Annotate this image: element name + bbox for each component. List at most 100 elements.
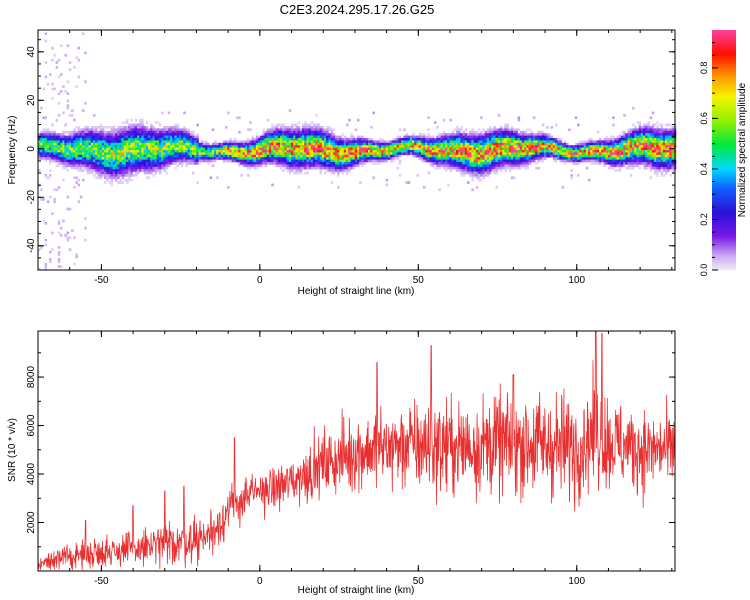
heatmap-cell bbox=[159, 166, 162, 170]
heatmap-cell bbox=[561, 142, 565, 146]
heatmap-cell bbox=[343, 164, 347, 168]
heatmap-cell bbox=[467, 145, 470, 148]
heatmap-cell bbox=[390, 142, 393, 146]
heatmap-cell bbox=[354, 147, 358, 151]
heatmap-cell bbox=[178, 154, 182, 158]
heatmap-cell bbox=[302, 135, 305, 139]
heatmap-cell bbox=[119, 174, 122, 177]
heatmap-cell bbox=[416, 147, 419, 151]
heatmap-cell bbox=[172, 126, 175, 129]
heatmap-cell bbox=[209, 150, 213, 153]
heatmap-cell bbox=[453, 154, 457, 158]
heatmap-cell bbox=[471, 138, 474, 141]
heatmap-cell bbox=[95, 157, 98, 160]
heatmap-cell bbox=[150, 157, 153, 160]
heatmap-cell bbox=[482, 152, 485, 156]
heatmap-cell bbox=[583, 154, 587, 158]
heatmap-cell bbox=[596, 140, 600, 144]
heatmap-cell bbox=[374, 154, 378, 158]
heatmap-cell bbox=[341, 162, 345, 165]
heatmap-cell bbox=[425, 140, 428, 144]
heatmap-cell bbox=[484, 162, 488, 165]
heatmap-cell bbox=[143, 164, 147, 168]
heatmap-cell bbox=[214, 154, 217, 158]
heatmap-cell bbox=[315, 152, 318, 156]
heatmap-cell bbox=[304, 130, 307, 134]
heatmap-cell bbox=[632, 162, 635, 165]
heatmap-cell bbox=[339, 150, 342, 153]
heatmap-cell bbox=[170, 138, 173, 141]
heatmap-cell bbox=[526, 140, 529, 144]
heatmap-cell bbox=[126, 130, 129, 134]
heatmap-cell bbox=[533, 157, 536, 160]
heatmap-cell bbox=[104, 142, 107, 146]
heatmap-cell bbox=[491, 133, 494, 136]
heatmap-cell bbox=[473, 166, 477, 170]
heatmap-cell bbox=[513, 130, 516, 134]
heatmap-cell bbox=[352, 138, 356, 141]
heatmap-cell bbox=[44, 138, 48, 141]
heatmap-cell bbox=[313, 159, 316, 163]
heatmap-cell bbox=[249, 162, 252, 165]
heatmap-cell bbox=[458, 164, 461, 168]
heatmap-cell bbox=[665, 133, 668, 136]
heatmap-cell bbox=[392, 159, 395, 163]
heatmap-cell bbox=[266, 130, 270, 134]
heatmap-cell bbox=[332, 128, 336, 132]
heatmap-cell bbox=[451, 159, 455, 163]
heatmap-cell bbox=[484, 154, 488, 158]
heatmap-cell bbox=[607, 154, 611, 158]
heatmap-cell bbox=[623, 162, 626, 165]
heatmap-cell bbox=[260, 150, 263, 153]
heatmap-cell bbox=[616, 150, 620, 153]
heatmap-cell bbox=[517, 150, 521, 153]
heatmap-cell bbox=[273, 150, 276, 153]
heatmap-cell bbox=[513, 142, 516, 146]
heatmap-cell bbox=[370, 142, 373, 146]
heatmap-cell bbox=[225, 154, 228, 158]
heatmap-cell bbox=[44, 243, 48, 247]
heatmap-cell bbox=[539, 135, 543, 139]
heatmap-cell bbox=[361, 135, 364, 139]
heatmap-cell bbox=[671, 138, 675, 141]
heatmap-cell bbox=[205, 159, 208, 163]
heatmap-cell bbox=[150, 145, 153, 148]
heatmap-cell bbox=[304, 147, 307, 151]
heatmap-cell bbox=[462, 157, 466, 160]
heatmap-cell bbox=[385, 178, 389, 182]
heatmap-cell bbox=[57, 133, 61, 136]
heatmap-cell bbox=[462, 171, 466, 175]
heatmap-cell bbox=[161, 145, 164, 148]
heatmap-cell bbox=[280, 138, 283, 141]
heatmap-cell bbox=[148, 142, 151, 146]
heatmap-cell bbox=[493, 133, 496, 136]
heatmap-cell bbox=[247, 150, 250, 153]
heatmap-cell bbox=[669, 130, 672, 134]
heatmap-cell bbox=[273, 159, 276, 163]
heatmap-cell bbox=[651, 152, 655, 156]
heatmap-cell bbox=[337, 159, 340, 163]
heatmap-cell bbox=[394, 157, 397, 160]
heatmap-cell bbox=[462, 169, 466, 172]
heatmap-cell bbox=[178, 142, 182, 146]
heatmap-cell bbox=[170, 140, 173, 144]
heatmap-cell bbox=[121, 140, 125, 144]
heatmap-cell bbox=[475, 162, 479, 165]
heatmap-cell bbox=[55, 150, 59, 153]
heatmap-cell bbox=[337, 135, 340, 139]
heatmap-cell bbox=[447, 142, 450, 146]
heatmap-cell bbox=[526, 147, 529, 151]
heatmap-cell bbox=[425, 135, 428, 139]
heatmap-cell bbox=[82, 138, 85, 141]
heatmap-cell bbox=[154, 121, 158, 124]
heatmap-cell bbox=[431, 138, 435, 141]
heatmap-cell bbox=[464, 157, 468, 160]
heatmap-cell bbox=[44, 147, 48, 151]
heatmap-cell bbox=[563, 140, 567, 144]
heatmap-cell bbox=[658, 164, 661, 168]
heatmap-cell bbox=[181, 135, 184, 139]
heatmap-cell bbox=[121, 133, 125, 136]
heatmap-cell bbox=[64, 145, 67, 148]
heatmap-cell bbox=[242, 145, 246, 148]
heatmap-cell bbox=[339, 142, 342, 146]
